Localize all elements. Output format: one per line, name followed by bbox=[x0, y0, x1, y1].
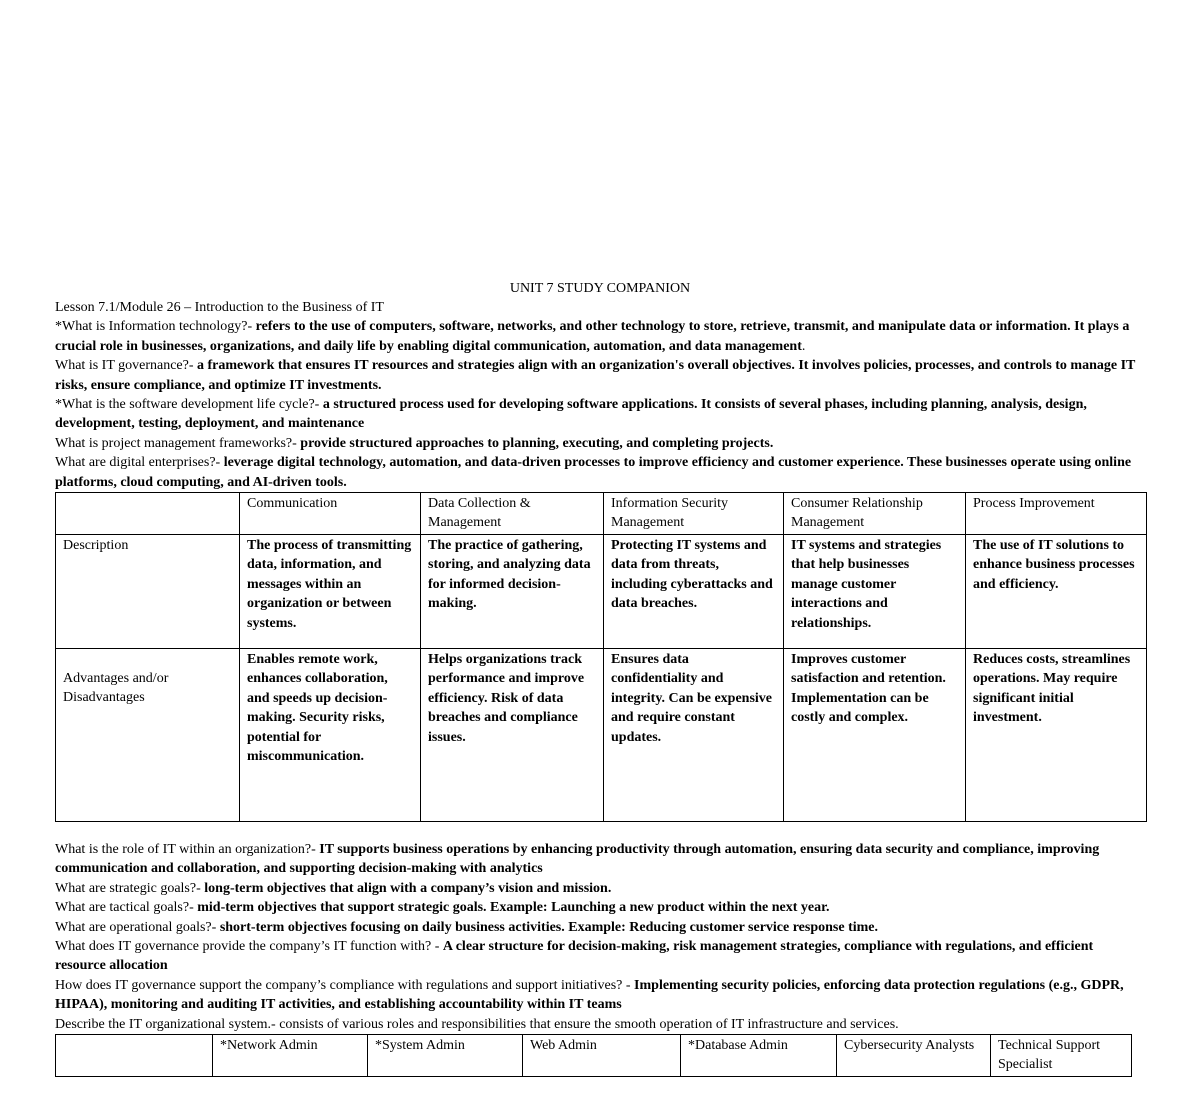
document-title: UNIT 7 STUDY COMPANION bbox=[509, 281, 691, 296]
answer: refers to the use of computers, software… bbox=[55, 319, 1130, 354]
answer: a structured process used for developing… bbox=[55, 397, 1087, 432]
qa-item: What are operational goals?- short-term … bbox=[55, 918, 1147, 937]
qa-item: *What is Information technology?- refers… bbox=[55, 317, 1147, 356]
header-cell: Information Security Management bbox=[603, 492, 784, 535]
question: What are operational goals?- bbox=[55, 919, 220, 935]
table-cell: Protecting IT systems and data from thre… bbox=[603, 533, 784, 649]
it-roles-table: *Network Admin *System Admin Web Admin *… bbox=[55, 1033, 1132, 1077]
table-header-row: Communication Data Collection & Manageme… bbox=[55, 492, 1147, 535]
punctuation: . bbox=[801, 338, 806, 354]
table-cell: Improves customer satisfaction and reten… bbox=[783, 647, 966, 822]
answer: provide structured approaches to plannin… bbox=[300, 435, 774, 451]
spacer bbox=[55, 822, 1147, 840]
question: *What is Information technology?- bbox=[55, 319, 256, 335]
intro-section: Lesson 7.1/Module 26 – Introduction to t… bbox=[55, 298, 1147, 492]
header-cell: *Database Admin bbox=[680, 1033, 837, 1077]
question: What does IT governance provide the comp… bbox=[55, 938, 443, 954]
org-system-text: Describe the IT organizational system.- … bbox=[55, 1016, 899, 1032]
question: What are strategic goals?- bbox=[55, 880, 205, 896]
table-cell: IT systems and strategies that help busi… bbox=[783, 533, 966, 649]
header-cell: Data Collection & Management bbox=[420, 492, 604, 535]
qa-item: What does IT governance provide the comp… bbox=[55, 937, 1147, 976]
answer: long-term objectives that align with a c… bbox=[204, 880, 612, 896]
table-cell: The use of IT solutions to enhance busin… bbox=[965, 533, 1147, 649]
question: What are digital enterprises?- bbox=[55, 455, 224, 471]
header-cell: *System Admin bbox=[367, 1033, 523, 1077]
table-cell: Ensures data confidentiality and integri… bbox=[603, 647, 784, 822]
header-cell: Cybersecurity Analysts bbox=[836, 1033, 991, 1077]
qa-item: What are digital enterprises?- leverage … bbox=[55, 453, 1147, 492]
header-cell: Communication bbox=[239, 492, 421, 535]
header-cell: *Network Admin bbox=[212, 1033, 368, 1077]
table-row: Advantages and/or Disadvantages Enables … bbox=[55, 647, 1147, 822]
table-cell: The process of transmitting data, inform… bbox=[239, 533, 421, 649]
question: What is project management frameworks?- bbox=[55, 435, 301, 451]
question: How does IT governance support the compa… bbox=[55, 977, 635, 993]
lesson-heading: Lesson 7.1/Module 26 – Introduction to t… bbox=[55, 300, 384, 315]
header-cell bbox=[55, 492, 240, 535]
question: What are tactical goals?- bbox=[55, 900, 198, 916]
row-label: Description bbox=[55, 533, 240, 649]
table-cell: Enables remote work, enhances collaborat… bbox=[239, 647, 421, 822]
table-cell: The practice of gathering, storing, and … bbox=[420, 533, 604, 649]
qa-item: What is the role of IT within an organiz… bbox=[55, 840, 1147, 879]
qa-item: What are tactical goals?- mid-term objec… bbox=[55, 898, 1147, 917]
qa-item: What is project management frameworks?- … bbox=[55, 434, 1147, 453]
header-cell: Consumer Relationship Management bbox=[783, 492, 966, 535]
table-row: Description The process of transmitting … bbox=[55, 533, 1147, 649]
qa-item: What is IT governance?- a framework that… bbox=[55, 356, 1147, 395]
qa-item: How does IT governance support the compa… bbox=[55, 976, 1147, 1015]
question: What is the role of IT within an organiz… bbox=[55, 841, 320, 857]
question: What is IT governance?- bbox=[55, 358, 198, 374]
header-cell: Web Admin bbox=[522, 1033, 681, 1077]
header-cell: Technical Support Specialist bbox=[990, 1033, 1132, 1077]
answer: short-term objectives focusing on daily … bbox=[219, 919, 879, 935]
answer: leverage digital technology, automation,… bbox=[55, 455, 1132, 490]
header-cell: Process Improvement bbox=[965, 492, 1147, 535]
table-header-row: *Network Admin *System Admin Web Admin *… bbox=[55, 1033, 1132, 1077]
answer: a framework that ensures IT resources an… bbox=[55, 358, 1136, 393]
table-cell: Helps organizations track performance an… bbox=[420, 647, 604, 822]
row-label: Advantages and/or Disadvantages bbox=[55, 647, 240, 822]
answer: mid-term objectives that support strateg… bbox=[197, 900, 830, 916]
qa-item: *What is the software development life c… bbox=[55, 395, 1147, 434]
header-cell bbox=[55, 1033, 213, 1077]
goals-section: What is the role of IT within an organiz… bbox=[55, 840, 1147, 1034]
answer: IT supports business operations by enhan… bbox=[55, 841, 1100, 877]
it-functions-table: Communication Data Collection & Manageme… bbox=[55, 492, 1147, 822]
question: *What is the software development life c… bbox=[55, 397, 323, 413]
qa-item: What are strategic goals?- long-term obj… bbox=[55, 879, 1147, 898]
table-cell: Reduces costs, streamlines operations. M… bbox=[965, 647, 1147, 822]
